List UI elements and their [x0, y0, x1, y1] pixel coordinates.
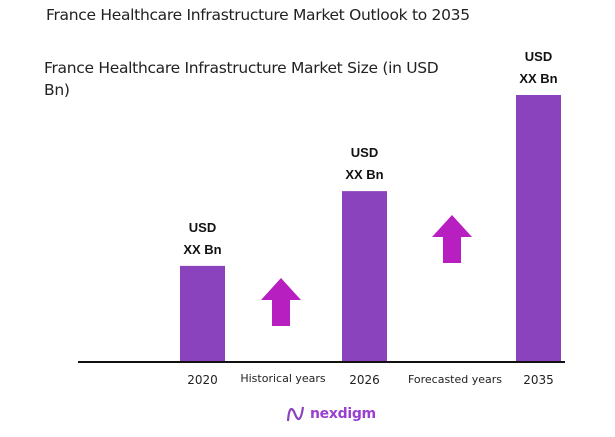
period-label-forecasted: Forecasted years [408, 373, 502, 386]
chart-title: France Healthcare Infrastructure Market … [46, 6, 470, 24]
logo-text: nexdigm [310, 406, 376, 422]
chart-subtitle: France Healthcare Infrastructure Market … [44, 59, 439, 99]
data-label-line1: USD [189, 220, 216, 235]
x-tick-label: 2035 [523, 373, 554, 387]
data-label-line2: XX Bn [183, 242, 221, 257]
period-label-historical: Historical years [240, 372, 326, 385]
data-label-line1: USD [525, 49, 552, 64]
data-label-line2: XX Bn [345, 167, 383, 182]
data-label-line2: XX Bn [519, 71, 557, 86]
x-tick-label: 2026 [349, 373, 380, 387]
logo: nexdigm [286, 404, 376, 424]
x-tick-label: 2020 [187, 373, 218, 387]
growth-arrow-icon [432, 215, 472, 263]
growth-arrow-icon [261, 278, 301, 326]
nexdigm-logo-icon [286, 406, 305, 422]
bar-2035 [516, 95, 561, 362]
data-label-line1: USD [351, 145, 378, 160]
bar-2026 [342, 191, 387, 362]
bar-2020 [180, 265, 225, 362]
